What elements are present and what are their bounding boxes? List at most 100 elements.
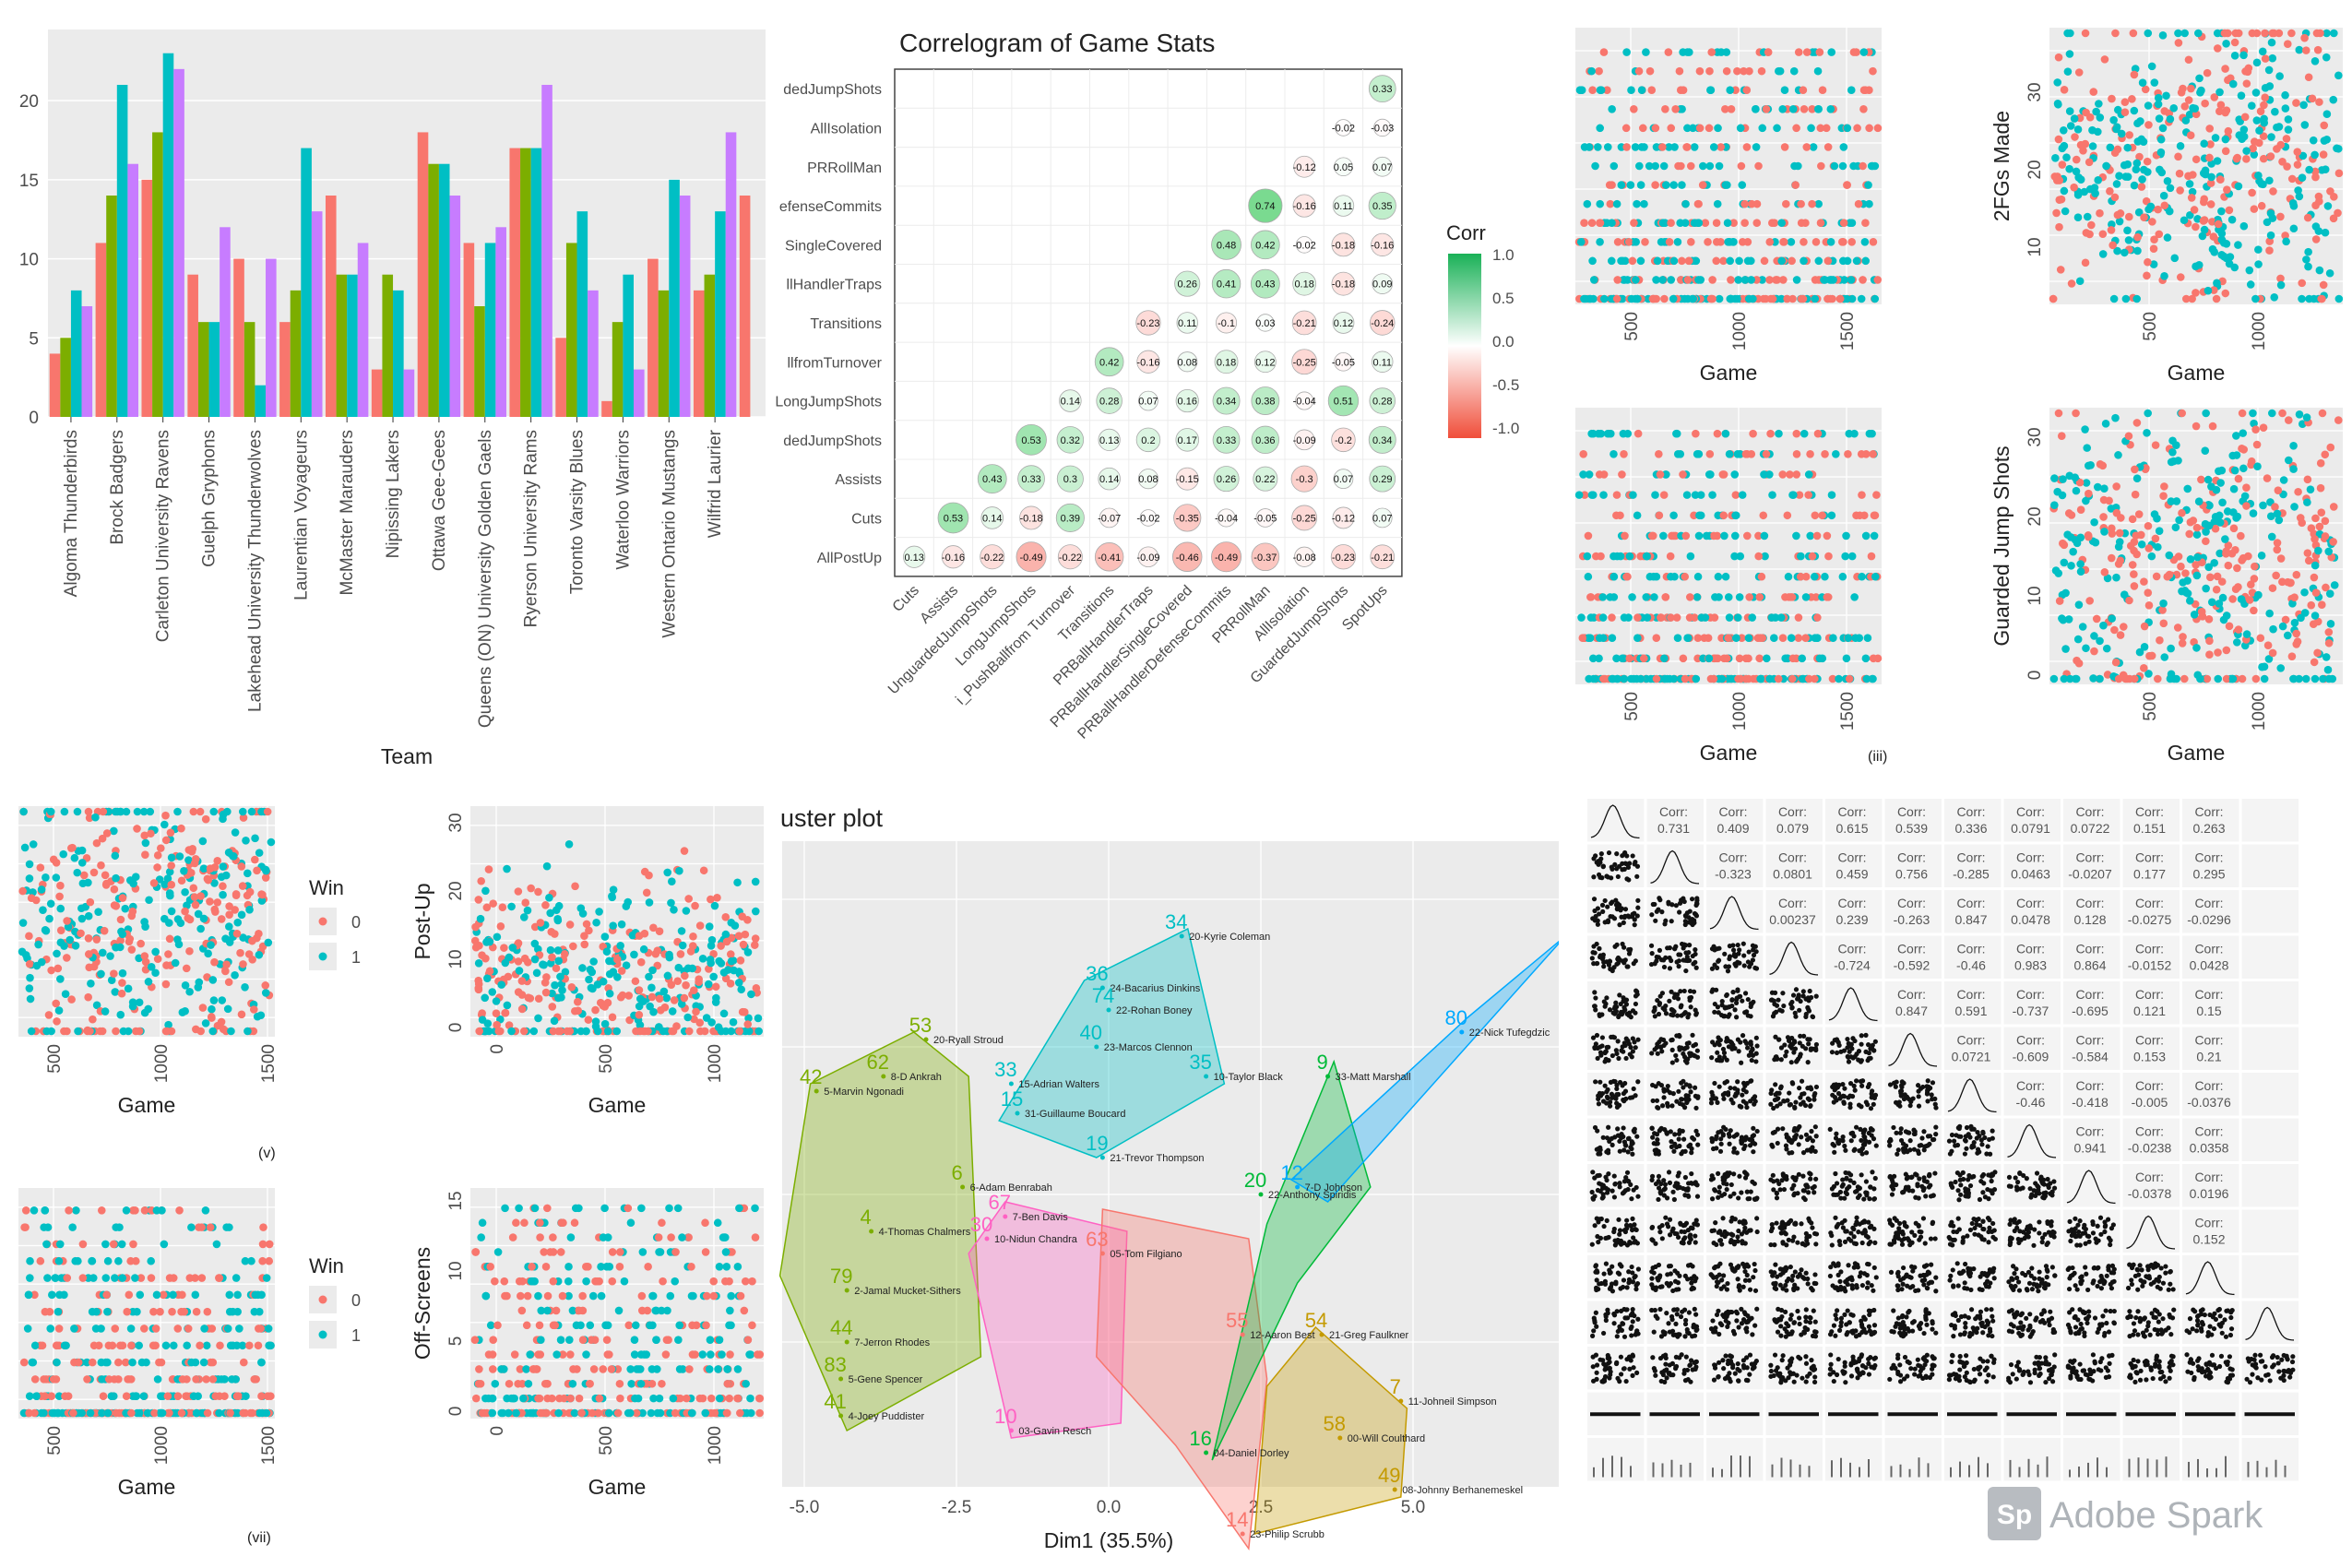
scatter-point bbox=[713, 893, 721, 902]
corr-circle bbox=[1135, 310, 1161, 336]
scatter-point bbox=[2268, 648, 2277, 658]
scatter-point bbox=[213, 898, 222, 907]
scatter-point bbox=[54, 1324, 64, 1333]
scatter-point bbox=[705, 1365, 714, 1373]
cluster-point-label: 22-Rohan Boney bbox=[1116, 1005, 1193, 1016]
scatter-point bbox=[153, 1375, 162, 1384]
scatter-point bbox=[229, 851, 237, 861]
scatter-point bbox=[689, 1291, 697, 1301]
scatter-point bbox=[2074, 600, 2084, 609]
scatter-point bbox=[2075, 277, 2085, 286]
scatter-point bbox=[2275, 72, 2284, 80]
scatter-xtick: 1000 bbox=[2250, 692, 2269, 731]
scatter-point bbox=[740, 1008, 749, 1016]
scatter-point bbox=[709, 1277, 719, 1286]
scatter-point bbox=[2125, 212, 2133, 221]
scatter-point bbox=[2192, 523, 2202, 532]
scatter-point bbox=[2315, 522, 2324, 531]
scatter-point bbox=[227, 1027, 235, 1036]
scatter-point bbox=[242, 837, 250, 845]
scatter-point bbox=[1651, 124, 1660, 133]
pairs-point bbox=[1592, 918, 1598, 923]
scatter-point bbox=[1673, 450, 1682, 458]
scatter-point bbox=[1812, 237, 1821, 246]
scatter-point bbox=[719, 968, 729, 977]
scatter-point bbox=[207, 941, 215, 949]
scatter-point bbox=[507, 1027, 516, 1036]
scatter-point bbox=[2233, 564, 2241, 573]
pairs-point bbox=[1611, 1005, 1618, 1011]
corr-value: -0.1 bbox=[1218, 318, 1235, 329]
scatter-point bbox=[1608, 613, 1616, 622]
scatter-point bbox=[2308, 94, 2317, 103]
pairs-corr-value: 0.0791 bbox=[2011, 821, 2050, 836]
scatter-point bbox=[89, 962, 99, 971]
pairs-cell bbox=[2063, 935, 2120, 979]
scatter-point bbox=[2212, 585, 2221, 594]
scatter-point bbox=[642, 1350, 651, 1359]
scatter-point bbox=[129, 1240, 137, 1249]
scatter-point bbox=[2218, 593, 2227, 602]
cluster-point-label: 5-Marvin Ngonadi bbox=[824, 1087, 904, 1098]
scatter-point bbox=[1749, 429, 1757, 438]
pairs-corr-value: 0.0722 bbox=[2071, 821, 2110, 836]
scatter-point bbox=[649, 923, 658, 932]
scatter-point bbox=[198, 837, 208, 846]
scatter-point bbox=[2060, 86, 2069, 94]
scatter-point bbox=[1759, 511, 1768, 520]
scatter-point bbox=[1869, 66, 1877, 76]
scatter-xtick: 1000 bbox=[706, 1044, 725, 1083]
pairs-point bbox=[1592, 1004, 1598, 1009]
scatter-point bbox=[107, 1392, 116, 1400]
scatter-point bbox=[1652, 276, 1660, 284]
scatter-point bbox=[1586, 634, 1595, 642]
corr-circle bbox=[1331, 232, 1356, 257]
scatter-point bbox=[2121, 294, 2131, 303]
scatter-point bbox=[639, 944, 648, 954]
scatter-point bbox=[605, 989, 614, 998]
pairs-point bbox=[1591, 874, 1597, 880]
scatter-point bbox=[161, 811, 170, 820]
scatter-point bbox=[2214, 648, 2222, 657]
scatter-point bbox=[2221, 147, 2230, 156]
corr-row-label: AllIsolation bbox=[811, 121, 882, 137]
scatter-point bbox=[1794, 634, 1803, 642]
scatter-point bbox=[2159, 599, 2168, 608]
scatter-point bbox=[2250, 419, 2258, 428]
scatter-point bbox=[719, 1009, 729, 1018]
scatter-point bbox=[1651, 181, 1659, 189]
scatter-point bbox=[2144, 544, 2154, 552]
pairs-point bbox=[1735, 942, 1740, 948]
scatter-point bbox=[2155, 527, 2164, 535]
scatter-point bbox=[2202, 537, 2210, 546]
scatter-point bbox=[1579, 450, 1588, 458]
scatter-point bbox=[2144, 588, 2153, 597]
scatter-point bbox=[2206, 140, 2215, 148]
scatter-point bbox=[1787, 634, 1796, 642]
scatter-point bbox=[184, 914, 193, 922]
scatter-point bbox=[1778, 470, 1788, 479]
scatter-point bbox=[2054, 135, 2063, 144]
corr-value: 0.29 bbox=[1372, 474, 1392, 485]
pairs-point bbox=[1589, 956, 1595, 961]
bar bbox=[187, 274, 198, 417]
scatter-point bbox=[704, 980, 713, 989]
scatter-point bbox=[645, 871, 653, 880]
scatter-point bbox=[1646, 674, 1656, 683]
corr-circle bbox=[1256, 314, 1275, 332]
scatter-point bbox=[2130, 538, 2139, 546]
scatter-point bbox=[1642, 593, 1651, 601]
scatter-xlabel: Game bbox=[118, 1093, 176, 1117]
scatter-point bbox=[2192, 222, 2200, 232]
scatter-point bbox=[676, 950, 685, 958]
scatter-point bbox=[1816, 124, 1825, 133]
scatter-point bbox=[98, 948, 107, 957]
corr-circle bbox=[1368, 75, 1396, 103]
scatter-point bbox=[552, 964, 561, 973]
scatter-point bbox=[1752, 219, 1762, 228]
scatter-point bbox=[2276, 140, 2286, 149]
corr-value: 0.42 bbox=[1255, 240, 1275, 251]
scatter-point bbox=[2107, 553, 2116, 563]
scatter-ytick: 10 bbox=[446, 1261, 466, 1280]
scatter-point bbox=[2054, 53, 2063, 62]
